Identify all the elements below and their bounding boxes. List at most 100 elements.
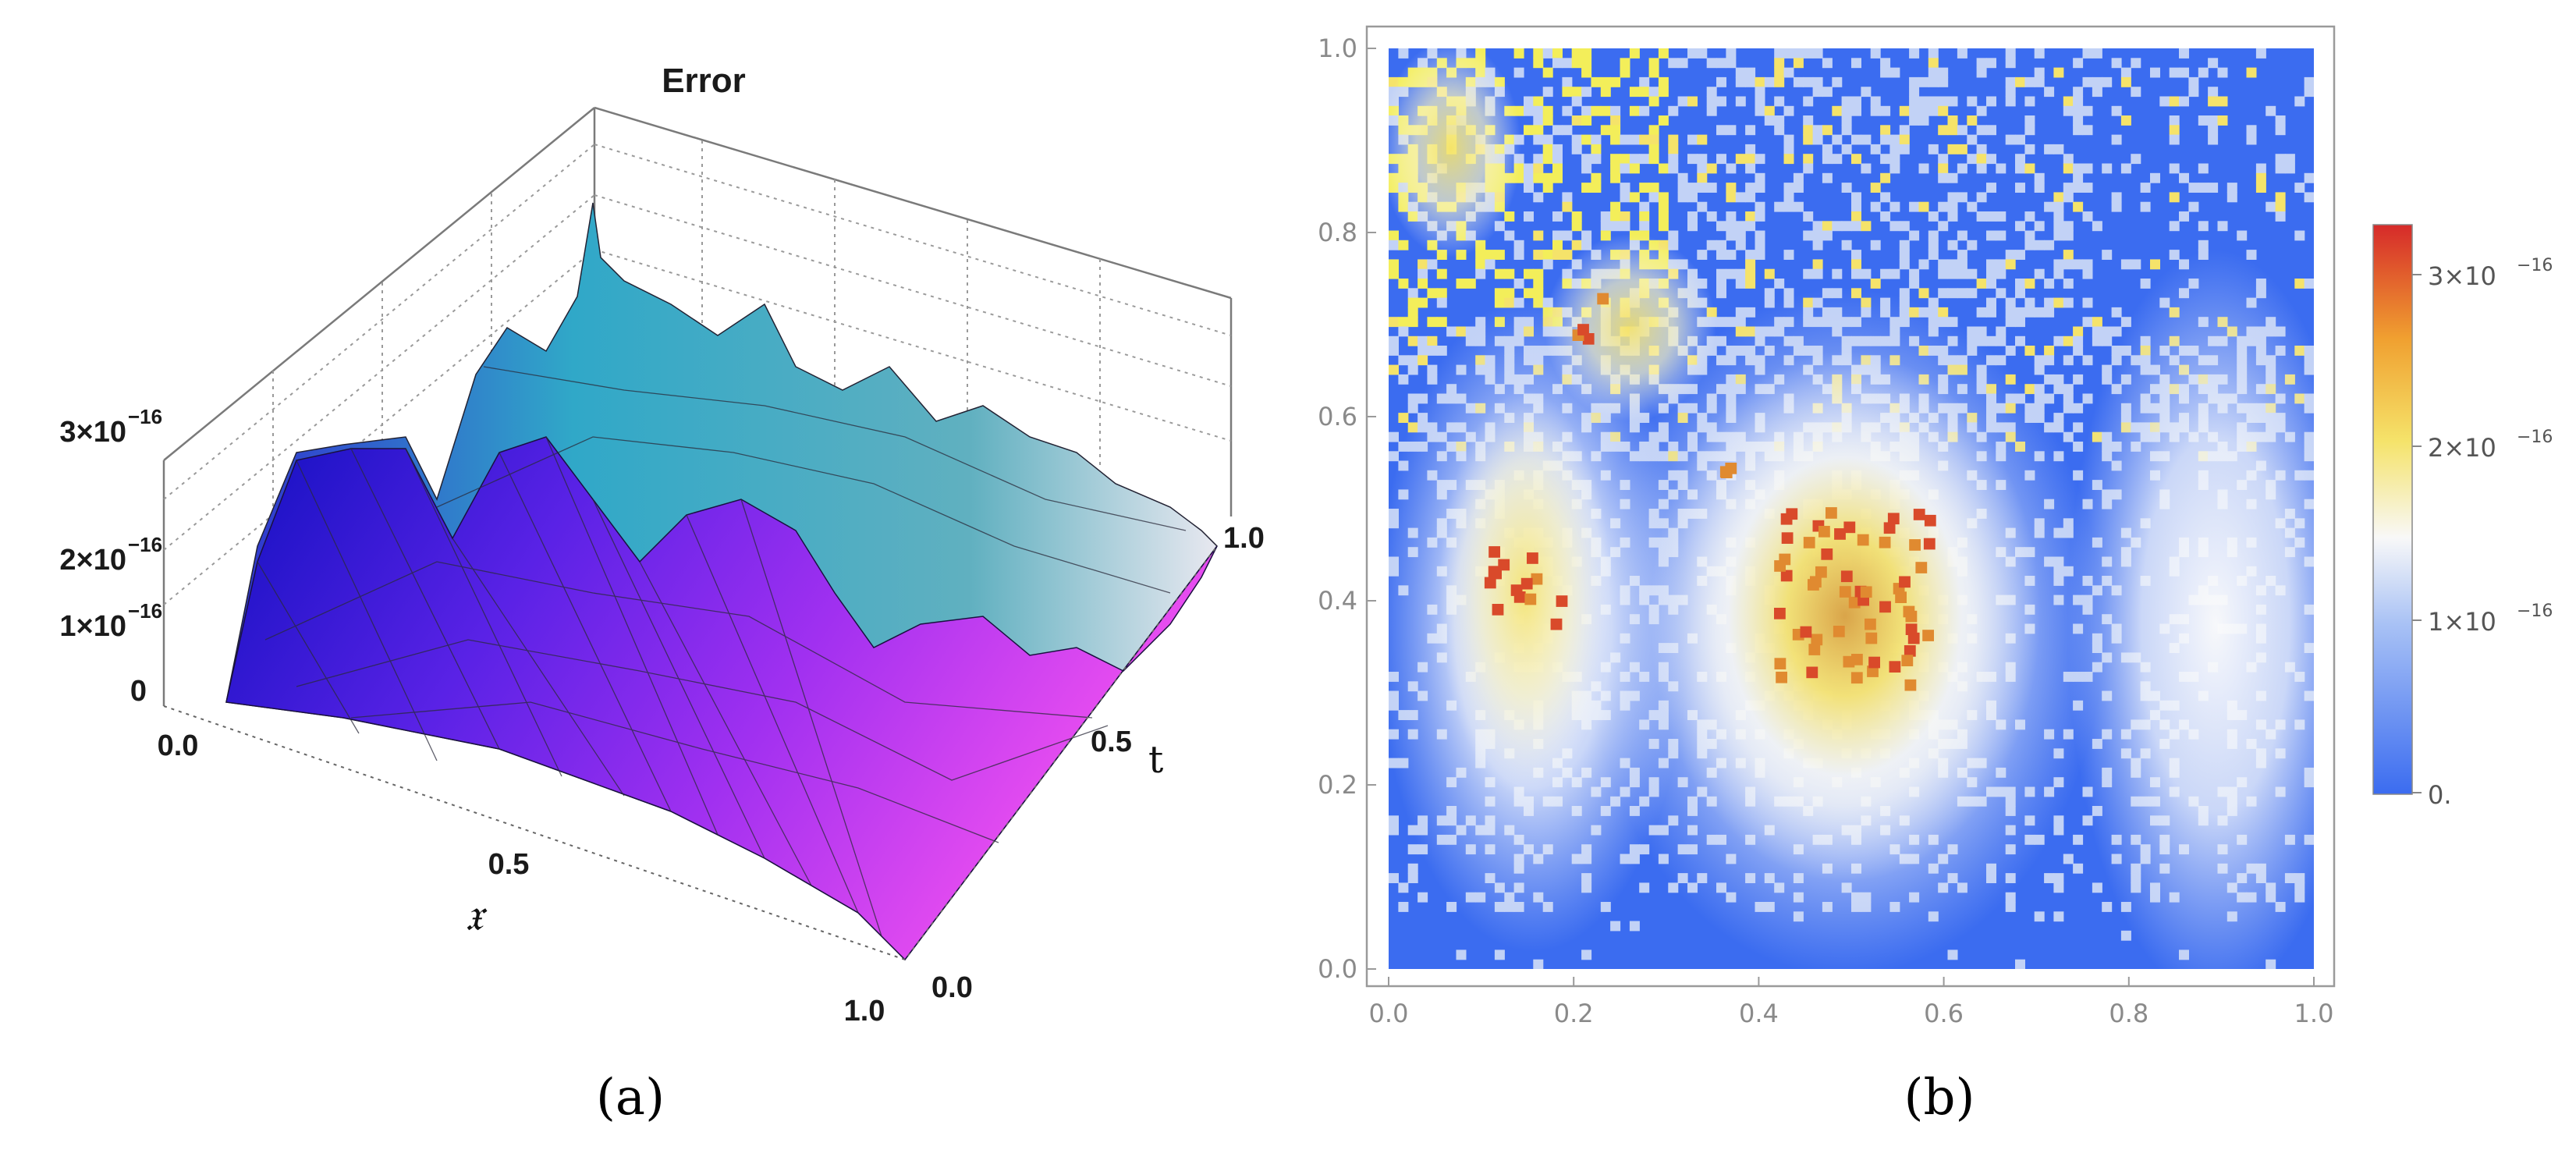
heatmap-cell	[2198, 163, 2209, 174]
heatmap-cell	[2015, 288, 2025, 299]
heatmap-cell	[2015, 250, 2025, 260]
heatmap-cell	[1812, 125, 1823, 136]
heatmap-cell	[1542, 172, 1553, 183]
heatmap-cell	[1716, 221, 1726, 232]
heatmap-hot-cell	[1577, 324, 1589, 335]
heatmap-cell	[1513, 279, 1524, 289]
heatmap-cell	[1889, 67, 1900, 78]
heatmap-cell	[1726, 125, 1737, 136]
heatmap-cell	[2092, 326, 2102, 337]
heatmap-cell	[1533, 58, 1544, 69]
heatmap-cell	[1407, 364, 1418, 375]
heatmap-cell	[1542, 250, 1553, 260]
heatmap-cell	[1581, 183, 1592, 193]
heatmap-cell	[1639, 201, 1650, 212]
heatmap-hot-cell	[1895, 591, 1907, 603]
heatmap-cell	[1600, 211, 1611, 222]
heatmap-cell	[1909, 279, 1920, 289]
heatmap-cell	[1851, 192, 1861, 203]
heatmap-hot-cell	[1498, 559, 1510, 571]
heatmap-cell	[2063, 335, 2074, 346]
heatmap-cell	[1389, 268, 1399, 279]
heatmap-cell	[1735, 76, 1746, 87]
heatmap-cell	[1735, 240, 1746, 250]
heatmap-cell	[1957, 125, 1967, 136]
heatmap-cell	[2044, 297, 2055, 308]
heatmap-cell	[1620, 58, 1630, 69]
heatmap-cell	[1697, 163, 1708, 174]
heatmap-cell	[2092, 221, 2102, 232]
heatmap-cell	[2304, 87, 2314, 98]
heatmap-cell	[1639, 105, 1650, 116]
heatmap-cell	[1976, 163, 1987, 174]
heatmap-cell	[1938, 221, 1949, 232]
heatmap-cell	[1658, 48, 1669, 59]
heatmap-cell	[1485, 259, 1496, 270]
heatmap-cell	[1716, 279, 1726, 289]
heatmap-cell	[2073, 58, 2084, 69]
heatmap-cell	[2073, 863, 2084, 874]
heatmap-cell	[1677, 58, 1688, 69]
heatmap-cell	[1533, 192, 1544, 203]
heatmap-cell	[1918, 288, 1929, 299]
heatmap-cell	[1947, 211, 1958, 222]
heatmap-x-ticks: 0.0 0.2 0.4 0.6 0.8 1.0	[1369, 977, 2333, 1028]
heatmap-cell	[1726, 230, 1737, 241]
heatmap-cell	[2044, 374, 2055, 385]
heatmap-cell	[2044, 346, 2055, 356]
heatmap-cell	[1918, 259, 1929, 270]
heatmap-cell	[1542, 115, 1553, 126]
heatmap-cell	[1552, 240, 1563, 250]
heatmap-cell	[2005, 87, 2016, 98]
heatmap-cell	[2198, 183, 2209, 193]
svg-text:0.: 0.	[2428, 780, 2452, 810]
heatmap-cell	[2053, 201, 2064, 212]
heatmap-cell	[2063, 163, 2074, 174]
heatmap-cell	[1677, 96, 1688, 107]
heatmap-cell	[2275, 115, 2286, 126]
heatmap-cell	[2208, 183, 2219, 193]
heatmap-cell	[1436, 297, 1447, 308]
heatmap-cell	[1918, 105, 1929, 116]
heatmap-cell	[2284, 163, 2295, 174]
heatmap-cell	[1533, 48, 1544, 59]
heatmap-hot-cell	[1840, 570, 1853, 583]
heatmap-cell	[2140, 201, 2151, 212]
heatmap-cell	[1870, 183, 1881, 193]
heatmap-cell	[1475, 250, 1486, 260]
heatmap-cell	[1389, 346, 1399, 356]
heatmap-cell	[1755, 230, 1765, 241]
heatmap-hot-cell	[1582, 333, 1595, 345]
heatmap-cell	[2275, 211, 2286, 222]
heatmap-cell	[1899, 125, 1910, 136]
heatmap-cell	[1407, 297, 1418, 308]
heatmap-cell	[2015, 183, 2025, 193]
heatmap-cell	[1620, 192, 1630, 203]
heatmap-y-tick-1: 0.2	[1318, 770, 1357, 800]
heatmap-cell	[1909, 87, 1920, 98]
heatmap-cell	[2082, 317, 2093, 328]
heatmap-cell	[1851, 201, 1861, 212]
heatmap-cell	[2102, 250, 2113, 260]
heatmap-cell	[1533, 163, 1544, 174]
heatmap-cell	[1889, 201, 1900, 212]
heatmap-cell	[2063, 221, 2074, 232]
heatmap-cell	[2275, 192, 2286, 203]
heatmap-hot-cell	[1803, 537, 1815, 548]
heatmap-cell	[1398, 326, 1409, 337]
heatmap-cell	[1861, 221, 1872, 232]
heatmap-hot-cell	[1907, 632, 1920, 644]
heatmap-cell	[1803, 48, 1814, 59]
heatmap-cell	[1822, 221, 1833, 232]
heatmap-cell	[1938, 172, 1949, 183]
heatmap-cell	[1832, 154, 1843, 165]
heatmap-cell	[1513, 67, 1524, 78]
heatmap-cell	[2082, 125, 2093, 136]
heatmap-cell	[2294, 230, 2305, 241]
heatmap-cell	[1755, 201, 1765, 212]
heatmap-cell	[1851, 134, 1861, 145]
heatmap-cell	[1610, 115, 1621, 126]
heatmap-cell	[1774, 96, 1785, 107]
heatmap-cell	[1841, 96, 1852, 107]
heatmap-cell	[2217, 221, 2228, 232]
